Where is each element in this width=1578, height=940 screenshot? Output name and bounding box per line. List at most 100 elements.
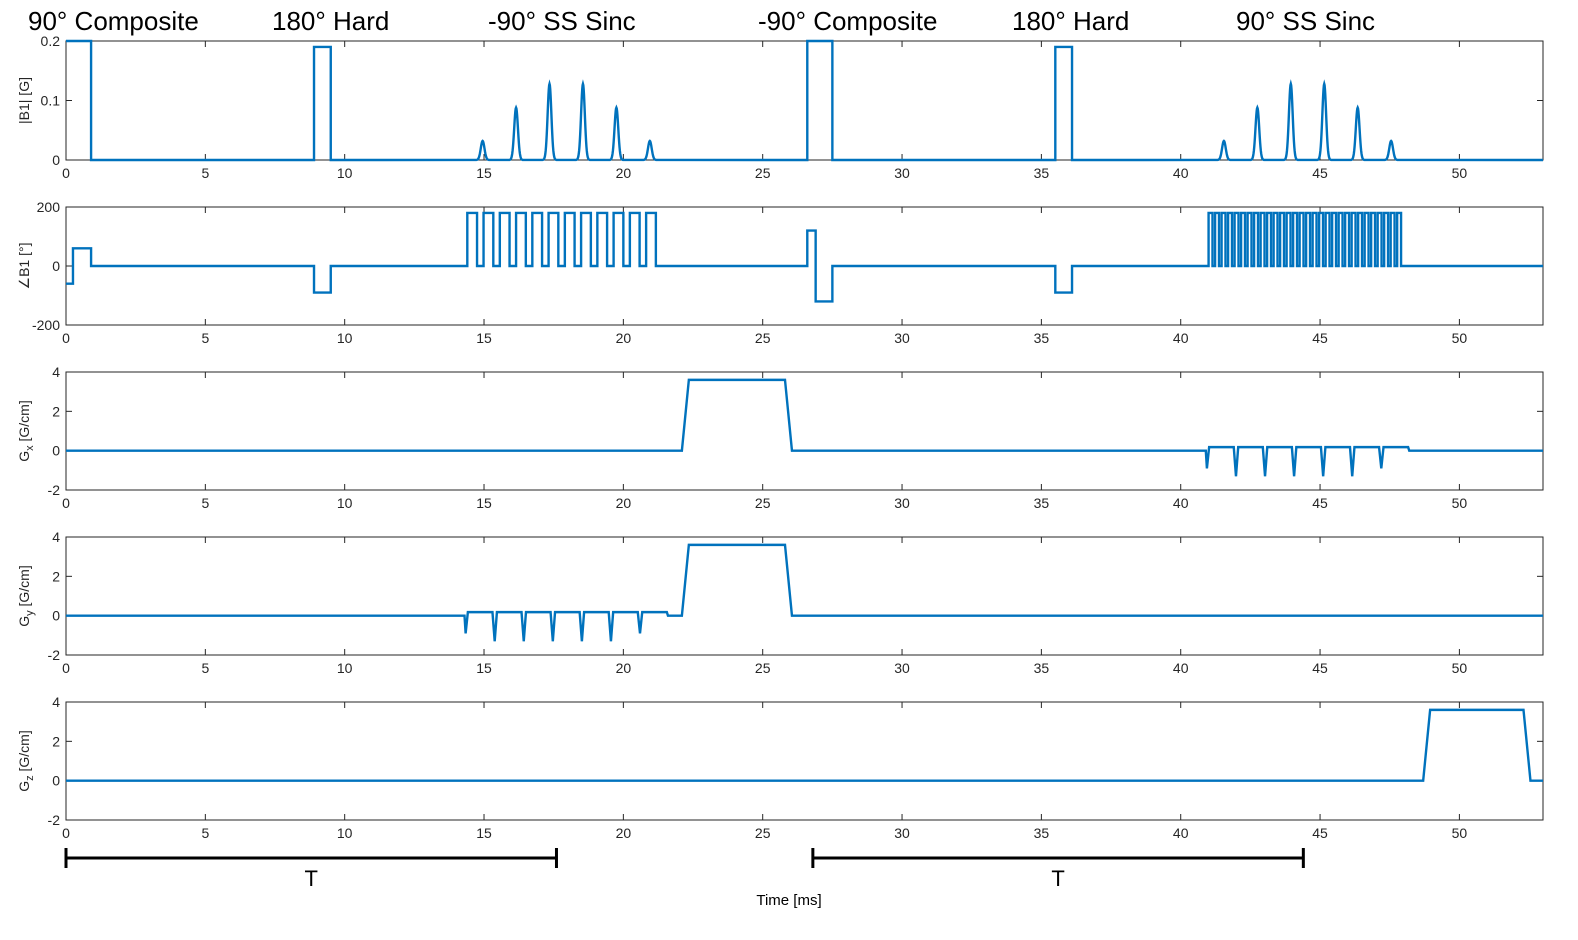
x-axis-label: Time [ms]: [756, 892, 822, 909]
x-tick-label: 40: [1173, 165, 1189, 181]
y-tick-label: 4: [52, 694, 60, 710]
x-tick-label: 10: [337, 330, 353, 346]
y-tick-label: -2: [48, 647, 61, 663]
y-tick-label: -200: [32, 317, 60, 333]
x-tick-label: 25: [755, 165, 771, 181]
pulse-label-90-ss-sinc: 90° SS Sinc: [1236, 6, 1376, 36]
y-tick-label: 0: [52, 152, 60, 168]
x-tick-label: 45: [1312, 660, 1328, 676]
x-tick-label: 15: [476, 330, 492, 346]
x-tick-label: 35: [1034, 495, 1050, 511]
y-axis-label: ∠B1 [°]: [16, 243, 32, 290]
y-tick-label: 2: [52, 403, 60, 419]
x-tick-label: 25: [755, 825, 771, 841]
x-tick-label: 5: [201, 495, 209, 511]
x-tick-label: 30: [894, 825, 910, 841]
pulse-label-90-composite: 90° Composite: [28, 6, 199, 36]
interval-label: T: [305, 866, 318, 891]
axes-box: [65, 536, 1544, 656]
x-tick-label: 15: [476, 660, 492, 676]
y-tick-label: -2: [48, 812, 61, 828]
x-tick-label: 0: [62, 495, 70, 511]
x-tick-label: 45: [1312, 825, 1328, 841]
x-tick-label: 50: [1452, 660, 1468, 676]
pulse-label-neg90-composite: -90° Composite: [758, 6, 938, 36]
panel-1: 0 5 10 15 20 25 30 35 40 45 50 0 0.1 0.2 |B1| [G]: [16, 33, 1544, 181]
x-tick-label: 15: [476, 825, 492, 841]
x-tick-label: 35: [1034, 660, 1050, 676]
y-tick-label: 0: [52, 773, 60, 789]
x-tick-label: 45: [1312, 165, 1328, 181]
x-tick-label: 20: [616, 825, 632, 841]
x-tick-label: 20: [616, 165, 632, 181]
x-tick-label: 40: [1173, 495, 1189, 511]
y-tick-label: 4: [52, 364, 60, 380]
trace-line: [66, 211, 1543, 303]
pulse-label-180-hard-1: 180° Hard: [272, 6, 390, 36]
pulse-label-180-hard-2: 180° Hard: [1012, 6, 1130, 36]
y-tick-label: 0: [52, 443, 60, 459]
x-tick-label: 50: [1452, 495, 1468, 511]
y-tick-label: 0.1: [41, 93, 61, 109]
x-tick-label: 20: [616, 495, 632, 511]
x-tick-label: 10: [337, 825, 353, 841]
y-axis-label: Gz [G/cm]: [16, 730, 36, 792]
x-tick-label: 45: [1312, 330, 1328, 346]
x-tick-label: 0: [62, 330, 70, 346]
trace-line: [66, 39, 1544, 162]
x-tick-label: 5: [201, 165, 209, 181]
y-tick-label: -2: [48, 482, 61, 498]
y-axis-label: |B1| [G]: [16, 77, 32, 124]
x-tick-label: 10: [337, 495, 353, 511]
axes-box: [65, 371, 1544, 491]
x-tick-label: 40: [1173, 660, 1189, 676]
y-tick-label: 200: [37, 199, 61, 215]
x-tick-label: 35: [1034, 165, 1050, 181]
x-tick-label: 30: [894, 165, 910, 181]
y-tick-label: 0: [52, 608, 60, 624]
interval-bracket-1: T: [64, 848, 558, 891]
axes-box: [65, 701, 1544, 821]
trace-line: [66, 378, 1543, 477]
x-tick-label: 5: [201, 660, 209, 676]
x-tick-label: 40: [1173, 330, 1189, 346]
y-tick-label: 0.2: [41, 33, 61, 49]
x-tick-label: 0: [62, 825, 70, 841]
x-tick-label: 20: [616, 660, 632, 676]
x-tick-label: 15: [476, 165, 492, 181]
x-tick-label: 40: [1173, 825, 1189, 841]
trace-line: [66, 708, 1543, 782]
x-tick-label: 5: [201, 825, 209, 841]
x-tick-label: 50: [1452, 330, 1468, 346]
y-tick-label: 0: [52, 258, 60, 274]
pulse-label-neg90-ss-sinc: -90° SS Sinc: [488, 6, 636, 36]
x-tick-label: 20: [616, 330, 632, 346]
x-tick-label: 25: [755, 660, 771, 676]
trace-line: [66, 543, 1543, 642]
y-axis-label: Gy [G/cm]: [16, 565, 36, 627]
y-tick-label: 2: [52, 733, 60, 749]
x-tick-label: 5: [201, 330, 209, 346]
x-tick-label: 50: [1452, 165, 1468, 181]
x-tick-label: 35: [1034, 825, 1050, 841]
x-tick-label: 50: [1452, 825, 1468, 841]
x-tick-label: 10: [337, 165, 353, 181]
x-tick-label: 10: [337, 660, 353, 676]
x-tick-label: 0: [62, 660, 70, 676]
x-tick-label: 35: [1034, 330, 1050, 346]
x-tick-label: 25: [755, 495, 771, 511]
x-tick-label: 0: [62, 165, 70, 181]
y-axis-label: Gx [G/cm]: [16, 400, 36, 462]
interval-label: T: [1051, 866, 1064, 891]
x-tick-label: 25: [755, 330, 771, 346]
x-tick-label: 30: [894, 495, 910, 511]
x-tick-label: 15: [476, 495, 492, 511]
x-tick-label: 45: [1312, 495, 1328, 511]
x-tick-label: 30: [894, 330, 910, 346]
